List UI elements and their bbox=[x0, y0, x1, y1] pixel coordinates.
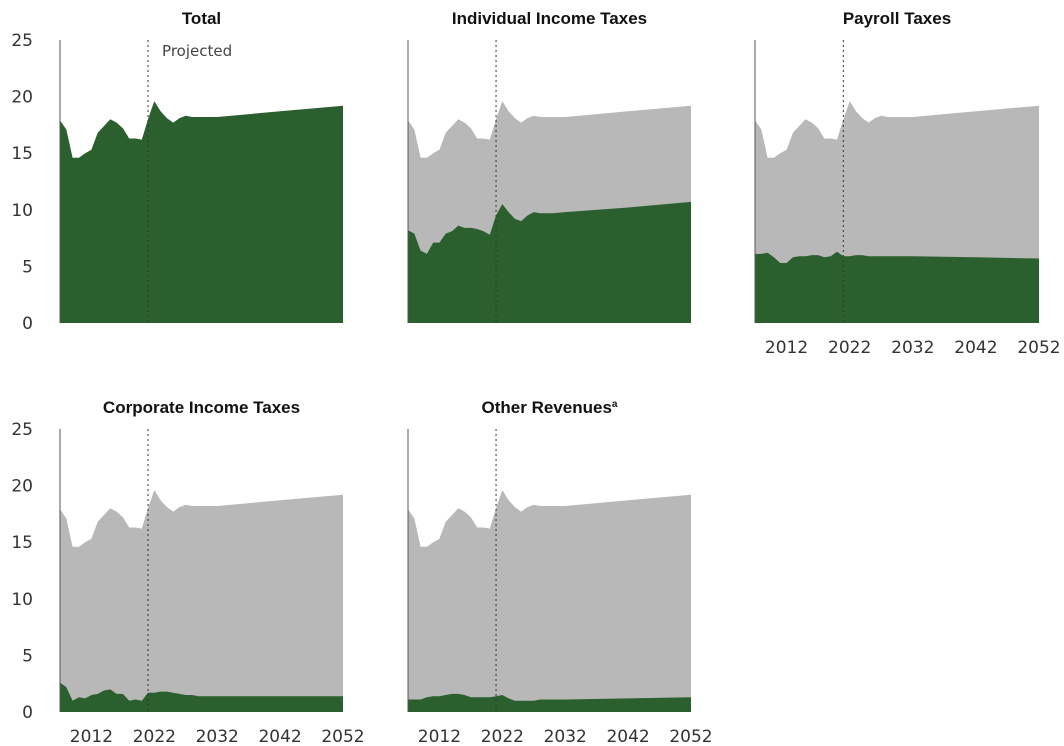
x-tick-label: 2042 bbox=[258, 727, 301, 746]
projected-label: Projected bbox=[162, 42, 232, 60]
x-tick-label: 2032 bbox=[891, 338, 934, 358]
component-area bbox=[408, 693, 691, 712]
y-tick-label: 0 bbox=[22, 314, 33, 334]
panel-title: Corporate Income Taxes bbox=[103, 398, 300, 417]
y-tick-label: 0 bbox=[22, 703, 33, 723]
x-tick-label: 2012 bbox=[765, 338, 808, 358]
x-tick-label: 2052 bbox=[321, 727, 364, 746]
x-tick-label: 2022 bbox=[133, 727, 176, 746]
component-area bbox=[60, 682, 343, 712]
y-tick-label: 5 bbox=[22, 257, 33, 277]
total-revenue-area bbox=[408, 490, 691, 712]
x-tick-label: 2032 bbox=[196, 727, 239, 746]
footnote-marker: a bbox=[612, 399, 618, 410]
y-tick-label: 5 bbox=[22, 646, 33, 666]
y-tick-label: 15 bbox=[11, 533, 33, 553]
panel-4: Other Revenuesa 2012 2022 2032 2042 2052 bbox=[407, 398, 713, 746]
y-tick-label: 25 bbox=[11, 31, 33, 51]
x-tick-label: 2042 bbox=[606, 727, 649, 746]
x-tick-label: 2052 bbox=[1017, 338, 1060, 358]
panel-title: Payroll Taxes bbox=[843, 9, 951, 28]
panel-0: Total Projected 0 5 10 15 20 25 bbox=[11, 9, 343, 334]
component-area bbox=[60, 101, 343, 323]
panel-title: Other Revenuesa bbox=[482, 398, 618, 417]
x-tick-label: 2052 bbox=[669, 727, 712, 746]
total-revenue-area bbox=[60, 490, 343, 712]
x-tick-label: 2012 bbox=[418, 727, 461, 746]
y-tick-label: 20 bbox=[11, 88, 33, 108]
y-tick-label: 25 bbox=[11, 420, 33, 440]
panel-3: Corporate Income Taxes 0 5 10 15 20 25 2012 2022… bbox=[11, 398, 364, 746]
y-tick-label: 10 bbox=[11, 590, 33, 610]
x-tick-label: 2042 bbox=[954, 338, 997, 358]
panel-2: Payroll Taxes 2012 2022 2032 2042 2052 bbox=[754, 9, 1061, 358]
x-tick-label: 2022 bbox=[828, 338, 871, 358]
x-tick-label: 2022 bbox=[481, 727, 524, 746]
panel-title: Total bbox=[182, 9, 221, 28]
component-area bbox=[755, 251, 1039, 323]
x-tick-label: 2012 bbox=[70, 727, 113, 746]
y-tick-label: 15 bbox=[11, 144, 33, 164]
y-tick-label: 20 bbox=[11, 477, 33, 497]
y-tick-label: 10 bbox=[11, 201, 33, 221]
panel-1: Individual Income Taxes bbox=[407, 9, 691, 323]
component-area bbox=[408, 201, 691, 323]
panel-title: Individual Income Taxes bbox=[452, 9, 647, 28]
x-tick-label: 2032 bbox=[544, 727, 587, 746]
